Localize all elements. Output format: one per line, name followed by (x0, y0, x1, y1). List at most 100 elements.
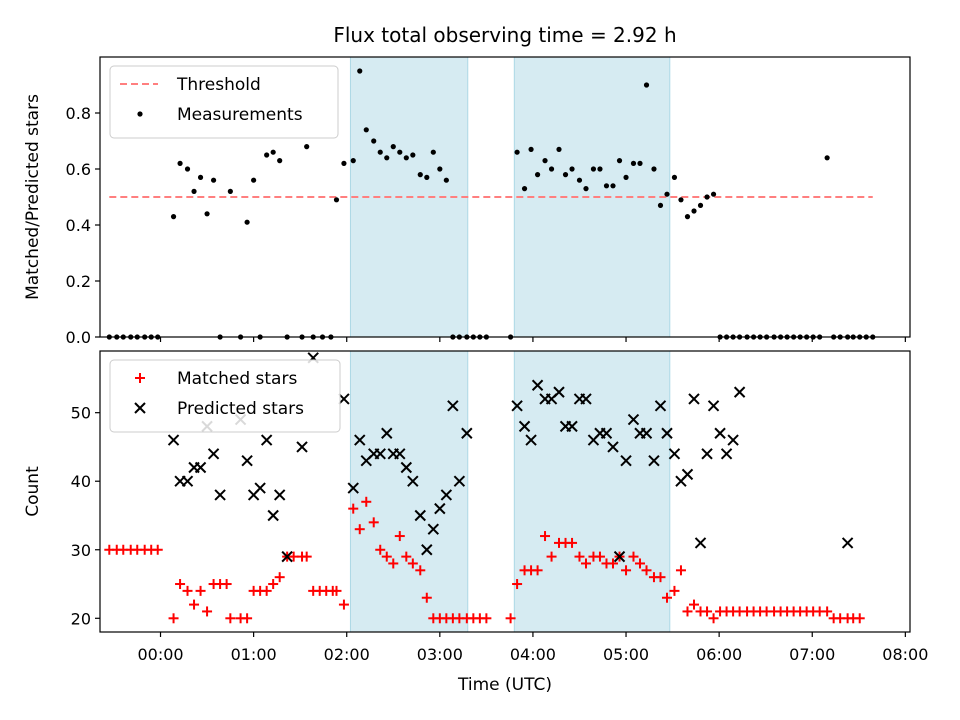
data-point (170, 214, 177, 220)
data-point (704, 194, 710, 200)
data-point (443, 177, 449, 183)
data-point (600, 427, 613, 439)
data-point (375, 544, 386, 555)
data-point-b (414, 509, 426, 522)
data-point-b (613, 550, 626, 563)
data-point-b (600, 427, 613, 439)
x-tick-label: 00:00 (137, 645, 183, 664)
data-point (707, 400, 720, 412)
data-point (374, 448, 386, 460)
data-point (590, 166, 597, 172)
x-axis-label: Time (UTC) (457, 675, 552, 695)
data-point (668, 448, 681, 460)
data-point-b (566, 420, 578, 433)
data-point-b (525, 434, 537, 446)
data-point (430, 149, 436, 155)
data-point (694, 537, 707, 549)
data-point-b (260, 434, 273, 446)
data-point (414, 509, 426, 522)
data-point (562, 172, 569, 178)
data-point (567, 537, 578, 548)
series-1-points (167, 352, 854, 563)
data-point (824, 155, 830, 161)
data-point-b (668, 448, 681, 460)
y-tick-label: 50 (71, 404, 91, 423)
data-point-b (407, 475, 419, 487)
data-point (681, 468, 694, 481)
data-point (207, 448, 220, 460)
data-point (417, 172, 423, 178)
data-point-b (620, 454, 632, 467)
data-point-b (400, 461, 413, 474)
data-point (651, 166, 657, 172)
data-point-b (511, 400, 523, 412)
data-point (331, 585, 342, 596)
data-point-b (374, 448, 386, 460)
count-panel: 20 30 40 50 00:00 01:00 02:00 03:00 04:00 05:00 06… (23, 350, 928, 664)
plot-frame (99, 350, 911, 633)
data-point (714, 427, 726, 439)
data-point (580, 393, 592, 405)
data-point-b (661, 427, 673, 439)
data-point (251, 177, 257, 183)
legend-label: Matched stars (177, 369, 297, 389)
data-point (623, 174, 629, 180)
y-axis-label: Count (23, 466, 43, 517)
data-point-b (681, 468, 694, 481)
data-point (350, 158, 356, 164)
data-point-b (381, 427, 393, 439)
y-tick-label: 30 (71, 541, 91, 560)
legend: Threshold Measurements (109, 65, 339, 139)
data-point (333, 197, 340, 203)
data-point (521, 186, 528, 192)
data-point (546, 551, 557, 562)
data-point (661, 427, 673, 439)
data-point (440, 489, 453, 501)
data-point (177, 160, 183, 166)
data-point (514, 149, 520, 155)
data-point (214, 489, 226, 501)
data-point (691, 208, 697, 214)
legend-label: Measurements (177, 105, 303, 125)
data-point (525, 434, 537, 446)
data-point (607, 441, 619, 453)
plot-frame (99, 56, 911, 338)
y-tick-label: 0.4 (66, 216, 91, 235)
data-point (648, 454, 660, 467)
data-point (733, 386, 746, 398)
data-point (410, 152, 416, 158)
data-point (388, 558, 399, 569)
x-tick-label: 08:00 (882, 645, 928, 664)
data-point (608, 558, 618, 569)
data-point (708, 613, 719, 624)
data-point-b (447, 400, 459, 412)
data-point (720, 448, 733, 460)
legend-swatch (135, 373, 145, 383)
data-point-b (296, 441, 308, 453)
ratio-panel: 0.0 0.2 0.4 0.6 0.8 Matched/Predicted stars Th… (23, 56, 911, 347)
data-point (182, 585, 193, 596)
data-point-b (241, 454, 253, 467)
shaded-interval-0 (349, 350, 469, 633)
data-point (241, 454, 253, 467)
data-point-b (518, 420, 531, 433)
data-point (267, 509, 279, 522)
data-point (268, 579, 279, 590)
data-point (669, 585, 680, 596)
data-point (197, 174, 204, 180)
y-tick-label: 0.2 (66, 272, 91, 291)
data-point (678, 197, 684, 203)
data-point (569, 166, 575, 172)
data-point (361, 496, 372, 507)
data-point (702, 606, 713, 617)
data-point (377, 149, 383, 155)
data-point (532, 565, 543, 576)
data-point (357, 68, 363, 74)
data-point (348, 503, 359, 514)
data-point (664, 191, 670, 197)
data-point-b (354, 434, 366, 446)
data-point (540, 531, 551, 542)
data-point-b (720, 448, 733, 460)
data-point (434, 502, 446, 515)
data-point-b (694, 537, 707, 549)
